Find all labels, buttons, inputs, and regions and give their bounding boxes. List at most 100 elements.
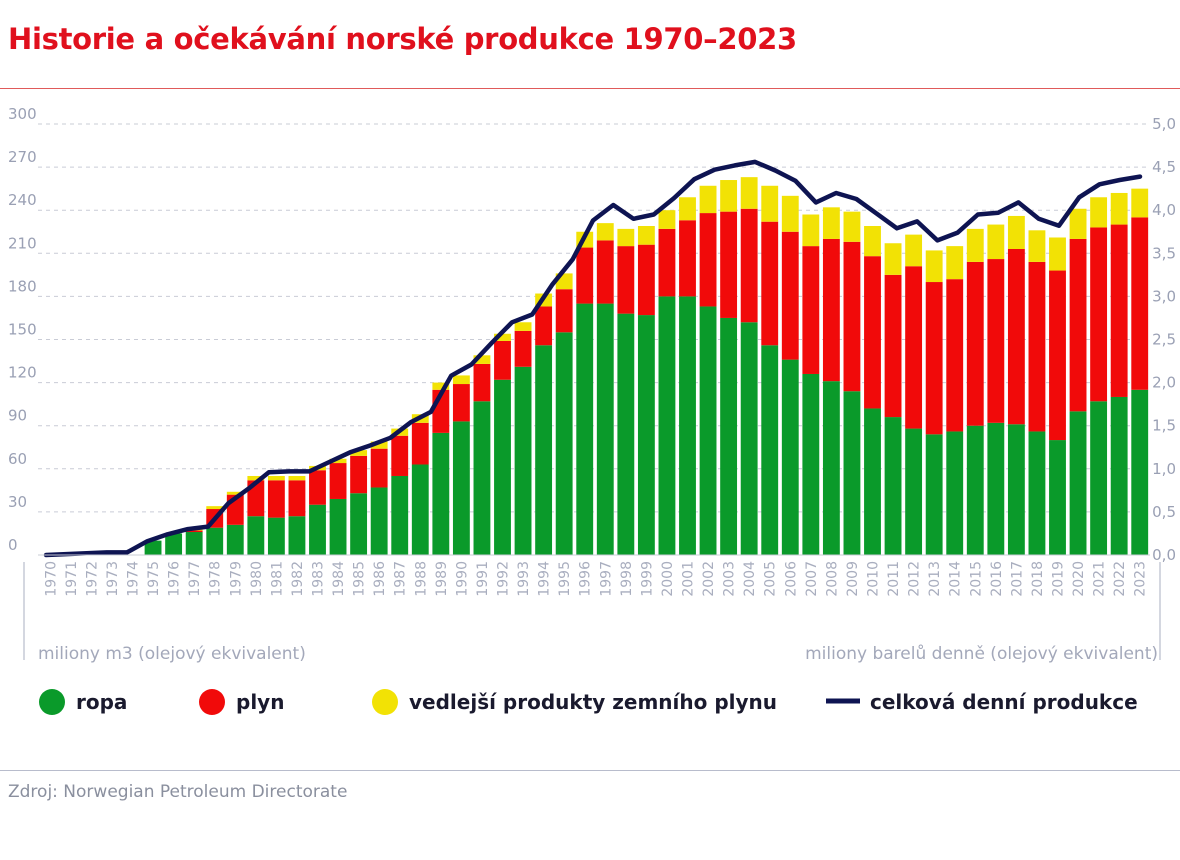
bar-plyn-1995 <box>555 289 573 333</box>
bar-vedlejší-2019 <box>1049 237 1066 271</box>
bar-vedlejší-2013 <box>925 250 943 283</box>
x-tick-label: 1997 <box>598 561 614 597</box>
x-tick-label: 2003 <box>722 561 738 597</box>
bar-ropa-2015 <box>966 425 984 555</box>
bar-vedlejší-2006 <box>781 195 799 232</box>
bar-plyn-1992 <box>494 340 511 380</box>
bar-ropa-2023 <box>1131 389 1149 555</box>
bar-plyn-2017 <box>1007 248 1025 425</box>
bar-vedlejší-2010 <box>864 226 881 257</box>
bar-ropa-2018 <box>1028 431 1046 555</box>
bar-vedlejší-2021 <box>1090 197 1108 228</box>
bar-vedlejší-2001 <box>679 197 696 221</box>
bar-ropa-2007 <box>802 373 820 555</box>
bar-plyn-1996 <box>576 247 594 304</box>
x-tick-label: 2001 <box>681 561 697 597</box>
bar-ropa-2003 <box>720 317 738 555</box>
bar-ropa-1978 <box>206 527 224 555</box>
bar-plyn-2005 <box>761 221 779 346</box>
bar-vedlejší-1979 <box>226 491 244 495</box>
bar-vedlejší-2014 <box>946 246 964 280</box>
x-tick-label: 2017 <box>1009 561 1025 597</box>
x-tick-label: 1990 <box>454 561 470 597</box>
bar-vedlejší-2015 <box>966 228 984 262</box>
bar-vedlejší-1985 <box>350 450 368 456</box>
bar-plyn-2023 <box>1131 217 1149 390</box>
x-tick-label: 1984 <box>331 561 347 597</box>
x-tick-label: 2018 <box>1030 561 1046 597</box>
bar-ropa-2009 <box>843 391 861 555</box>
bar-ropa-1981 <box>267 517 285 555</box>
x-tick-label: 1977 <box>187 561 203 597</box>
bar-ropa-1994 <box>535 345 553 555</box>
y-left-tick-label: 270 <box>8 148 37 166</box>
bar-vedlejší-1981 <box>267 475 285 481</box>
bar-ropa-2006 <box>781 359 799 555</box>
x-tick-label: 1973 <box>105 561 121 597</box>
left-axis-unit-label: miliony m3 (olejový ekvivalent) <box>38 644 306 664</box>
right-axis-unit-label: miliony barelů denně (olejový ekvivalent… <box>805 644 1158 664</box>
y-right-tick-label: 4,5 <box>1152 158 1176 176</box>
x-tick-label: 2016 <box>989 561 1005 597</box>
legend: ropa plyn vedlejší produkty zemního plynu c… <box>39 689 1138 715</box>
legend-label-line: celková denní produkce <box>870 690 1138 714</box>
y-left-tick-label: 300 <box>8 105 37 123</box>
x-tick-label: 2020 <box>1071 561 1087 597</box>
x-tick-label: 1991 <box>475 561 491 597</box>
x-tick-label: 1987 <box>393 561 409 597</box>
bar-ropa-2020 <box>1069 411 1087 555</box>
axes: 0 0,0 30 0,5 60 1,0 90 1,5 120 2,0 150 2,5 180 3,0 210… <box>8 105 1176 660</box>
bar-vedlejší-1998 <box>617 228 635 247</box>
y-left-tick-label: 180 <box>8 277 37 295</box>
x-tick-label: 2008 <box>824 561 840 597</box>
x-tick-label: 2002 <box>701 561 717 597</box>
bar-plyn-1980 <box>247 480 265 517</box>
bar-plyn-1982 <box>288 480 306 517</box>
x-tick-label: 2007 <box>804 561 820 597</box>
x-tick-label: 2006 <box>783 561 799 597</box>
y-right-tick-label: 0,0 <box>1152 546 1176 564</box>
y-left-tick-label: 60 <box>8 450 27 468</box>
bar-plyn-2001 <box>679 220 696 297</box>
bar-vedlejší-1997 <box>596 223 614 241</box>
bar-ropa-2001 <box>679 296 696 555</box>
y-left-tick-label: 240 <box>8 191 37 209</box>
bar-plyn-2012 <box>905 266 923 429</box>
bar-ropa-2022 <box>1110 396 1128 555</box>
x-tick-label: 2011 <box>886 561 902 597</box>
bar-ropa-1999 <box>637 315 655 555</box>
bar-plyn-1977 <box>185 530 203 533</box>
x-tick-label: 1982 <box>290 561 306 597</box>
legend-label-ropa: ropa <box>76 690 127 714</box>
y-left-tick-label: 120 <box>8 364 37 382</box>
legend-label-plyn: plyn <box>236 690 284 714</box>
x-tick-label: 1993 <box>516 561 532 597</box>
x-tick-label: 1992 <box>496 561 512 597</box>
bar-plyn-2004 <box>740 208 758 323</box>
bar-plyn-2021 <box>1090 227 1108 402</box>
x-tick-label: 2014 <box>948 561 964 597</box>
bar-plyn-1981 <box>267 480 285 518</box>
x-tick-label: 1996 <box>578 561 594 597</box>
bar-ropa-2016 <box>987 422 1005 555</box>
y-right-tick-label: 0,5 <box>1152 503 1176 521</box>
bar-ropa-2011 <box>884 417 902 555</box>
x-tick-label: 2004 <box>742 561 758 597</box>
bar-vedlejší-2016 <box>987 224 1005 260</box>
x-tick-label: 1983 <box>311 561 327 597</box>
bar-ropa-1986 <box>370 487 388 555</box>
bar-plyn-2014 <box>946 279 964 432</box>
bar-plyn-1983 <box>309 470 326 505</box>
bar-plyn-2022 <box>1110 224 1128 397</box>
legend-swatch-vedlejší <box>372 689 398 715</box>
bar-plyn-2020 <box>1069 238 1087 412</box>
bar-vedlejší-2002 <box>699 185 717 214</box>
legend-swatch-ropa <box>39 689 65 715</box>
source-note: Zdroj: Norwegian Petroleum Directorate <box>8 782 348 802</box>
x-tick-label: 2019 <box>1051 561 1067 597</box>
bar-plyn-1984 <box>329 463 347 499</box>
bar-ropa-1988 <box>411 464 429 555</box>
bar-vedlejší-2005 <box>761 185 779 222</box>
x-tick-label: 1988 <box>413 561 429 597</box>
bar-plyn-1985 <box>350 455 368 494</box>
